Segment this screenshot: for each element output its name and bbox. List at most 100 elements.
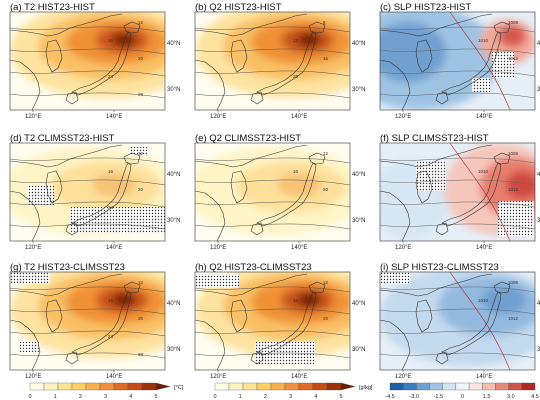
colorbar-swatch — [442, 382, 457, 391]
colorbar-unit: [°C] — [174, 385, 184, 391]
colorbar-tick-label: 4.5 — [531, 394, 539, 400]
landmass-outline — [435, 91, 449, 105]
colorbar-tick-label: 4 — [314, 394, 317, 400]
colorbar-swatch — [141, 382, 157, 391]
contour-label: 28 — [138, 352, 144, 357]
contour-lines: 1008 1010 1012 — [380, 143, 535, 241]
landmass-outline — [493, 281, 511, 294]
contour-line — [195, 48, 350, 55]
landmass-outline — [230, 299, 248, 333]
contour-label: 12 — [138, 151, 144, 156]
panel-g: (g) T2 HIST23-CLIMSST23 12 16 20 24 28 120°E 14… — [9, 262, 180, 380]
coastlines — [195, 13, 326, 110]
landmass-outline — [435, 351, 449, 365]
landmass-outline — [45, 170, 63, 204]
contour-label: 1008 — [508, 151, 519, 156]
colorbar-swatch — [214, 382, 230, 391]
x-tick-label: 120°E — [25, 114, 41, 120]
landmass-outline — [415, 299, 433, 333]
colorbar-tick-label: 1 — [54, 394, 57, 400]
contour-lines: 12 16 20 24 — [10, 151, 165, 230]
y-tick-label: 40°N — [167, 41, 180, 47]
y-tick-label: 30°N — [352, 218, 365, 224]
colorbar-q2: 0 1 2 3 4 5 [g/kg] — [213, 382, 373, 400]
contour-line — [195, 70, 350, 77]
landmass-outline — [493, 152, 511, 165]
contour-lines: 1008 1010 1012 — [380, 272, 535, 370]
contour-label: 16 — [108, 38, 114, 43]
colorbar-swatch — [312, 382, 328, 391]
contour-line — [10, 223, 165, 230]
landmass-outline — [308, 281, 326, 294]
panel-a: (a) T2 HIST23-HIST 12 16 20 24 28 120°E 140°E 40… — [9, 2, 180, 120]
panel-frame — [9, 271, 166, 371]
contour-label: 20 — [323, 187, 329, 192]
y-tick-label: 30°N — [537, 347, 540, 353]
contour-line — [10, 286, 165, 293]
landmass-outline — [435, 222, 449, 236]
y-tick-label: 30°N — [167, 218, 180, 224]
coastlines — [380, 273, 511, 370]
map-area: 12 16 20 — [195, 143, 350, 241]
landmass-outline — [45, 39, 63, 73]
landmass-outline — [45, 299, 63, 333]
colorbar-swatch — [416, 382, 430, 391]
colorbar-tick-label: 2 — [264, 394, 267, 400]
colorbar-swatch — [242, 382, 258, 391]
contour-line — [195, 330, 350, 337]
x-tick-label: 140°E — [106, 114, 122, 120]
x-tick-label: 140°E — [106, 245, 122, 251]
landmass-outline — [415, 39, 433, 73]
colorbar-swatch — [429, 382, 443, 391]
significance-hatch — [70, 207, 165, 233]
colorbar-tick-label: -1.5 — [434, 394, 443, 400]
contour-label: 24 — [108, 334, 114, 339]
x-tick-label: 120°E — [25, 245, 41, 251]
contour-label: 12 — [323, 151, 329, 156]
colorbar-swatch — [29, 382, 45, 391]
colorbar-swatch — [71, 382, 87, 391]
contour-line — [380, 352, 535, 359]
field-shade — [482, 286, 526, 314]
contour-line — [195, 286, 350, 293]
shaded-field — [195, 147, 350, 235]
contour-line — [380, 308, 535, 315]
y-tick-label: 30°N — [352, 347, 365, 353]
contour-label: 16 — [293, 169, 299, 174]
panel-title: (h) Q2 HIST23-CLIMSST23 — [195, 262, 312, 273]
coastline — [380, 59, 411, 110]
contour-label: 1008 — [508, 20, 519, 25]
colorbar-swatch — [389, 382, 404, 391]
contour-label: 12 — [138, 20, 144, 25]
x-tick-label: 120°E — [395, 374, 411, 380]
landmass-outline — [256, 31, 317, 96]
contour-label: 20 — [138, 187, 144, 192]
panel-c: (c) SLP HIST23-HIST 1008 1010 1012 120°E 140°… — [379, 2, 540, 120]
map-area: 12 16 20 24 28 — [10, 12, 165, 110]
coastline — [10, 144, 123, 168]
landmass-outline — [441, 162, 502, 227]
colorbar-slp: -4.5 -3.0 -1.5 0 1.5 3.0 4.5 — [385, 382, 539, 400]
colorbar-swatch — [270, 382, 286, 391]
contour-line — [380, 157, 535, 164]
x-tick-label: 140°E — [291, 374, 307, 380]
contour-label: 1012 — [508, 56, 519, 61]
colorbar-tick-label: -4.5 — [385, 394, 394, 400]
significance-hatch — [20, 342, 40, 352]
x-tick-label: 120°E — [210, 114, 226, 120]
coastline — [195, 190, 226, 241]
contour-line — [195, 201, 350, 208]
landmass-outline — [65, 91, 79, 105]
contour-label: 20 — [138, 316, 144, 321]
x-tick-label: 120°E — [210, 245, 226, 251]
landmass-outline — [71, 31, 132, 96]
colorbar-tick-label: 3 — [289, 394, 292, 400]
contour-line — [449, 143, 511, 241]
panel-frame — [194, 11, 351, 111]
x-tick-label: 140°E — [106, 374, 122, 380]
colorbar-swatch — [298, 382, 314, 391]
contour-lines: 12 16 20 — [195, 151, 350, 230]
contour-line — [380, 223, 535, 230]
significance-hatch — [28, 185, 54, 205]
contour-line — [195, 352, 350, 359]
